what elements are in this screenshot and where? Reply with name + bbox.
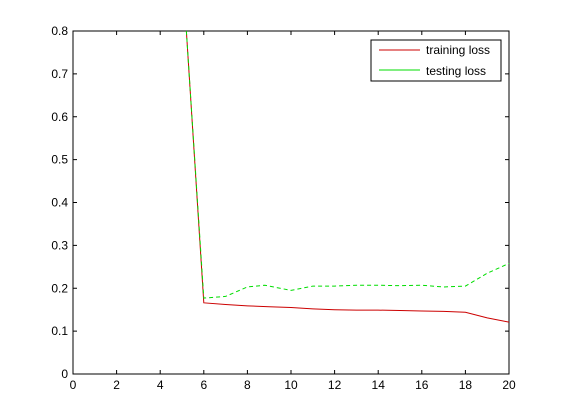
legend-box [370,39,502,82]
plot-area [72,30,510,375]
series-line-training-loss [185,30,510,323]
y-tick-label: 0.4 [51,196,68,210]
series-lines [185,30,510,323]
y-tick-label: 0.1 [51,324,68,338]
x-tick-label: 4 [157,378,164,392]
x-tick-label: 20 [502,378,516,392]
x-tick-label: 18 [459,378,473,392]
legend-label-testing-loss: testing loss [426,64,486,78]
y-tick-label: 0 [61,367,68,381]
legend-label-training-loss: training loss [426,43,490,57]
y-tick-label: 0.5 [51,153,68,167]
x-tick-label: 10 [284,378,298,392]
y-tick-label: 0.3 [51,238,68,252]
x-tick-label: 2 [113,378,120,392]
y-tick-label: 0.7 [51,67,68,81]
x-tick-label: 8 [244,378,251,392]
x-tick-label: 12 [328,378,342,392]
x-tick-labels: 0 2 4 6 8 10 12 14 16 18 20 [70,378,516,392]
x-tick-label: 16 [415,378,429,392]
y-tick-label: 0.8 [51,24,68,38]
axis-ticks [72,30,510,375]
x-tick-label: 0 [70,378,77,392]
y-tick-label: 0.2 [51,281,68,295]
x-tick-label: 14 [372,378,386,392]
legend: training loss testing loss [370,39,502,82]
axes-frame [72,30,510,375]
y-tick-label: 0.6 [51,110,68,124]
series-line-testing-loss [185,30,510,299]
y-tick-labels: 0 0.1 0.2 0.3 0.4 0.5 0.6 0.7 0.8 [51,24,68,381]
x-tick-label: 6 [200,378,207,392]
